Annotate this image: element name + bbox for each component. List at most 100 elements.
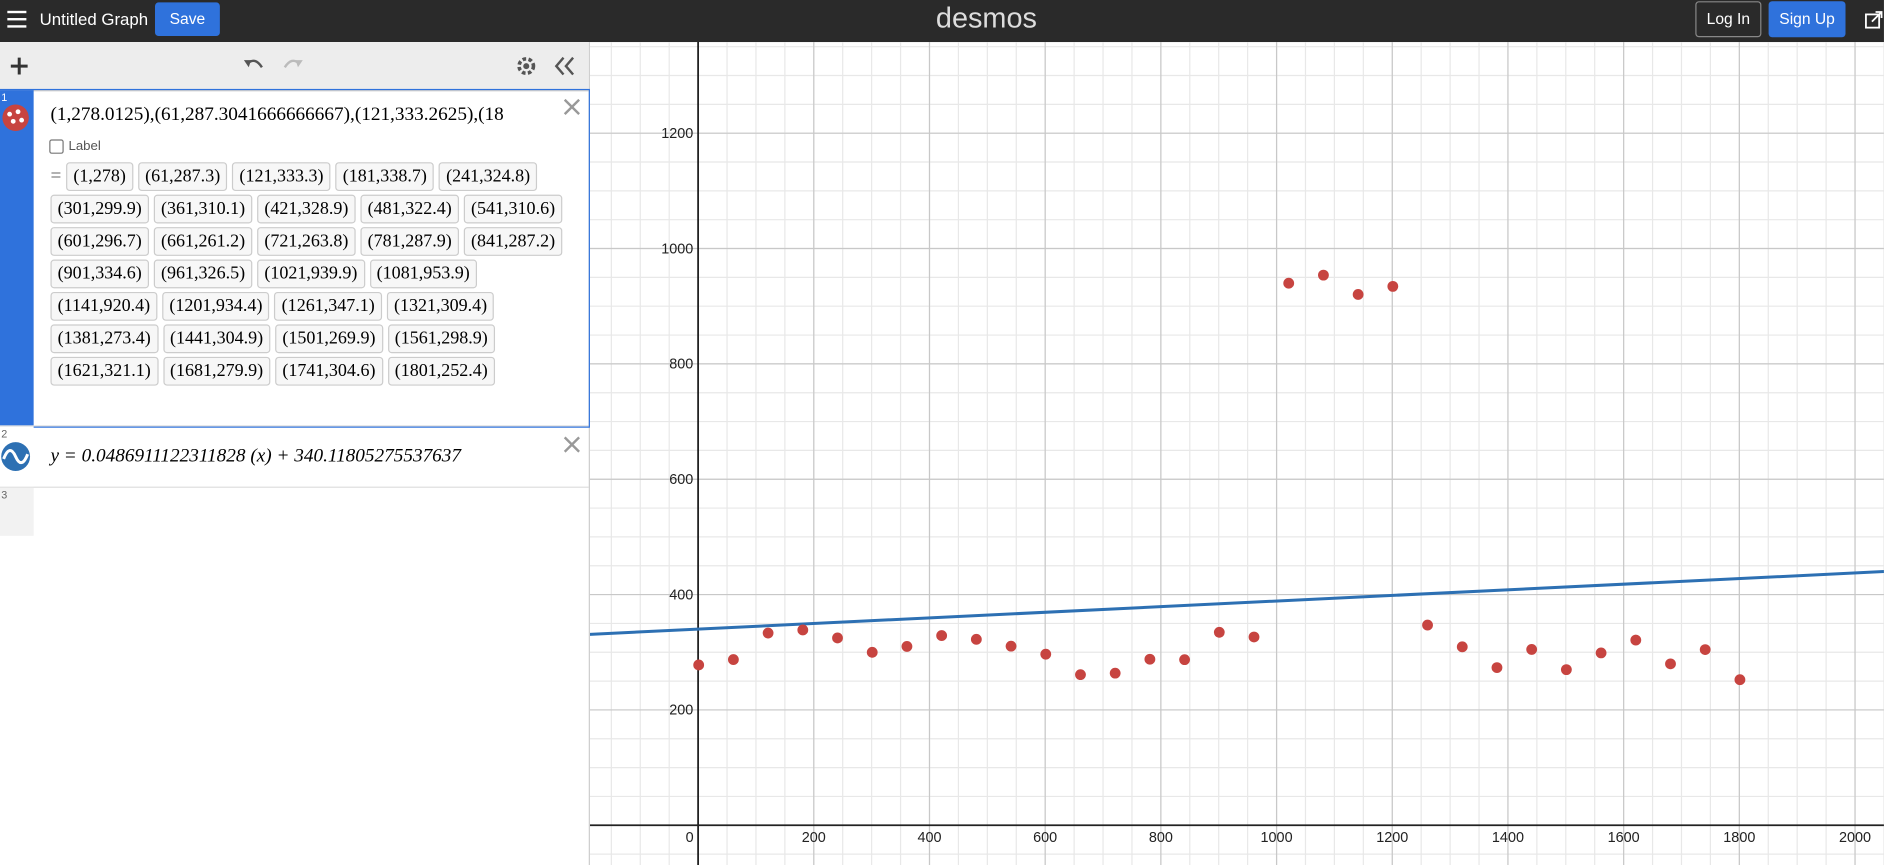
result-chip: (1321,309.4) [386, 291, 495, 321]
point [797, 624, 809, 636]
point [1213, 626, 1225, 638]
result-chip: (1621,321.1) [50, 356, 158, 386]
result-chip: (1381,273.4) [50, 324, 158, 354]
point [1144, 653, 1156, 665]
label-option[interactable]: Label [49, 139, 101, 154]
result-chip: (1741,304.6) [275, 356, 383, 386]
expression-panel: 1 (1,278.0125),(61,287.3041666666667),(1… [0, 42, 590, 865]
result-chip: (1021,939.9) [257, 259, 365, 289]
result-chip: (181,338.7) [335, 162, 435, 192]
y-tick-label: 400 [669, 587, 693, 603]
point [727, 654, 739, 665]
regression-line [589, 570, 1884, 636]
point [1352, 289, 1364, 300]
function-icon [1, 442, 31, 471]
x-tick-label: 1400 [1492, 830, 1524, 846]
point [1630, 634, 1642, 646]
point [866, 646, 878, 658]
result-chip: (721,263.8) [257, 227, 356, 256]
result-chip: (1801,252.4) [387, 356, 496, 386]
x-tick-label: 1600 [1608, 830, 1640, 846]
save-button[interactable]: Save [154, 2, 220, 37]
points-icon [2, 104, 29, 131]
x-tick-label: 1800 [1723, 830, 1755, 846]
point [1699, 644, 1711, 656]
result-chip: (901,334.6) [50, 259, 149, 289]
result-chip: (541,310.6) [463, 194, 563, 224]
result-chip: (1561,298.9) [387, 324, 496, 354]
graph-title[interactable]: Untitled Graph [39, 9, 149, 29]
point [1248, 631, 1260, 643]
logo: desmos [935, 2, 1037, 35]
result-chip: (1681,279.9) [162, 356, 271, 386]
x-tick-label: 600 [1033, 830, 1057, 846]
result-chip: (481,322.4) [360, 194, 459, 224]
results: = (1,278) (61,287.3) (121,333.3) (181,338.7)… [50, 162, 581, 386]
expression-index: 2 [1, 427, 8, 440]
result-chip: (301,299.9) [50, 194, 149, 224]
settings-button[interactable] [517, 56, 536, 76]
result-chip: (1,278) [66, 162, 134, 192]
x-tick-label: 1200 [1376, 830, 1408, 846]
point [1005, 640, 1017, 652]
y-tick-label: 200 [669, 703, 693, 719]
x-tick-label: 800 [1149, 830, 1173, 846]
result-chip: (241,324.8) [438, 162, 538, 192]
y-tick-label: 1000 [661, 241, 693, 257]
point [1734, 674, 1746, 686]
point [1075, 669, 1086, 681]
result-chip: (121,333.3) [232, 162, 331, 192]
x-tick-label: 1000 [1261, 830, 1293, 846]
point [1595, 647, 1607, 659]
point [693, 659, 705, 671]
result-chip: (1081,953.9) [369, 259, 477, 289]
undo-button[interactable] [243, 56, 265, 73]
point [1387, 280, 1399, 292]
point [1560, 664, 1572, 676]
x-tick-label: 400 [917, 830, 941, 846]
expression-text[interactable]: (1,278.0125),(61,287.3041666666667),(121… [50, 104, 504, 125]
point [1526, 644, 1538, 655]
point [1456, 641, 1468, 653]
result-chip: (661,261.2) [153, 227, 253, 256]
expression-text[interactable]: y = 0.0486911122311828 (x) + 340.1180527… [50, 445, 462, 467]
point [936, 630, 948, 641]
x-tick-label: 2000 [1839, 830, 1871, 846]
delete-button[interactable] [562, 435, 581, 454]
expression-strip: 3 [0, 487, 34, 536]
result-chip: (421,328.9) [257, 194, 356, 224]
checkbox[interactable] [49, 139, 64, 154]
result-chip: (781,287.9) [360, 227, 459, 256]
collapse-button[interactable] [554, 56, 576, 76]
redo-button[interactable] [282, 56, 304, 73]
point [1040, 648, 1052, 660]
y-tick-label: 1200 [661, 126, 693, 142]
share-icon[interactable] [1865, 10, 1884, 29]
expression-2[interactable]: 2 y = 0.0486911122311828 (x) + 340.11805… [0, 426, 589, 488]
delete-button[interactable] [562, 97, 581, 116]
point [1665, 658, 1676, 670]
result-chip: (1261,347.1) [274, 291, 383, 321]
graph-paper[interactable]: 0 200 400 600 800 1000 1200 1400 1600 1800 2000 200… [589, 42, 1884, 865]
result-chip: (1141,920.4) [50, 291, 158, 321]
result-chip: (841,287.2) [463, 227, 563, 256]
x-tick-label: 0 [686, 830, 694, 846]
toolbar [0, 42, 589, 92]
result-chip: (961,326.5) [153, 259, 253, 289]
header: Untitled Graph Save desmos Log In Sign U… [0, 0, 1884, 43]
point [1179, 654, 1191, 666]
menu-icon[interactable] [7, 10, 27, 29]
expression-3[interactable]: 3 [0, 487, 589, 536]
add-button[interactable] [10, 56, 29, 75]
y-tick-label: 600 [669, 472, 693, 488]
login-button[interactable]: Log In [1695, 1, 1762, 38]
y-tick-label: 800 [669, 357, 693, 373]
expression-1[interactable]: 1 (1,278.0125),(61,287.3041666666667),(1… [0, 88, 590, 428]
result-chip: (61,287.3) [137, 162, 228, 192]
x-tick-label: 200 [802, 830, 826, 846]
point [970, 633, 982, 645]
point [1491, 662, 1503, 674]
point [1318, 269, 1329, 281]
signup-button[interactable]: Sign Up [1768, 1, 1846, 38]
